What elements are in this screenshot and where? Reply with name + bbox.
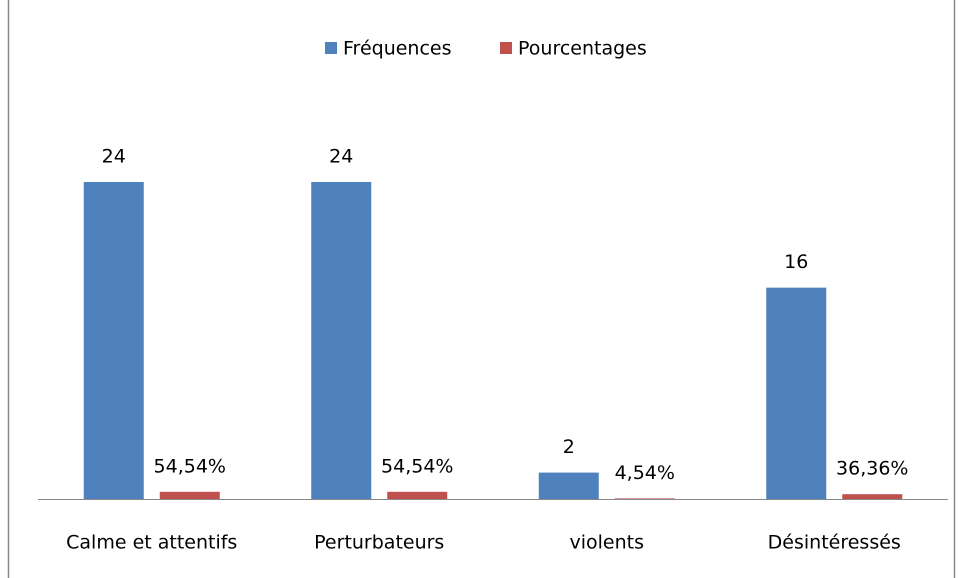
bar <box>387 491 448 499</box>
legend-swatch <box>500 42 512 54</box>
x-tick-label: Perturbateurs <box>314 532 444 554</box>
bar <box>311 181 372 499</box>
bar <box>614 498 675 499</box>
legend-swatch <box>325 42 337 54</box>
legend-label: Pourcentages <box>518 38 647 60</box>
data-label: 24 <box>102 145 126 167</box>
data-label: 36,36% <box>836 458 908 480</box>
data-label: 54,54% <box>154 455 226 477</box>
bar <box>842 494 903 499</box>
x-tick-label: violents <box>569 532 644 554</box>
data-label: 16 <box>784 251 808 273</box>
bar <box>159 491 220 499</box>
data-label: 24 <box>329 145 353 167</box>
bar <box>538 472 599 499</box>
data-label: 54,54% <box>381 455 453 477</box>
bar <box>766 287 827 499</box>
data-label: 4,54% <box>615 462 675 484</box>
x-tick-label: Désintéressés <box>768 532 901 554</box>
x-tick-label: Calme et attentifs <box>66 532 237 554</box>
data-label: 2 <box>563 436 575 458</box>
bar <box>83 181 144 499</box>
legend-label: Fréquences <box>343 38 452 60</box>
